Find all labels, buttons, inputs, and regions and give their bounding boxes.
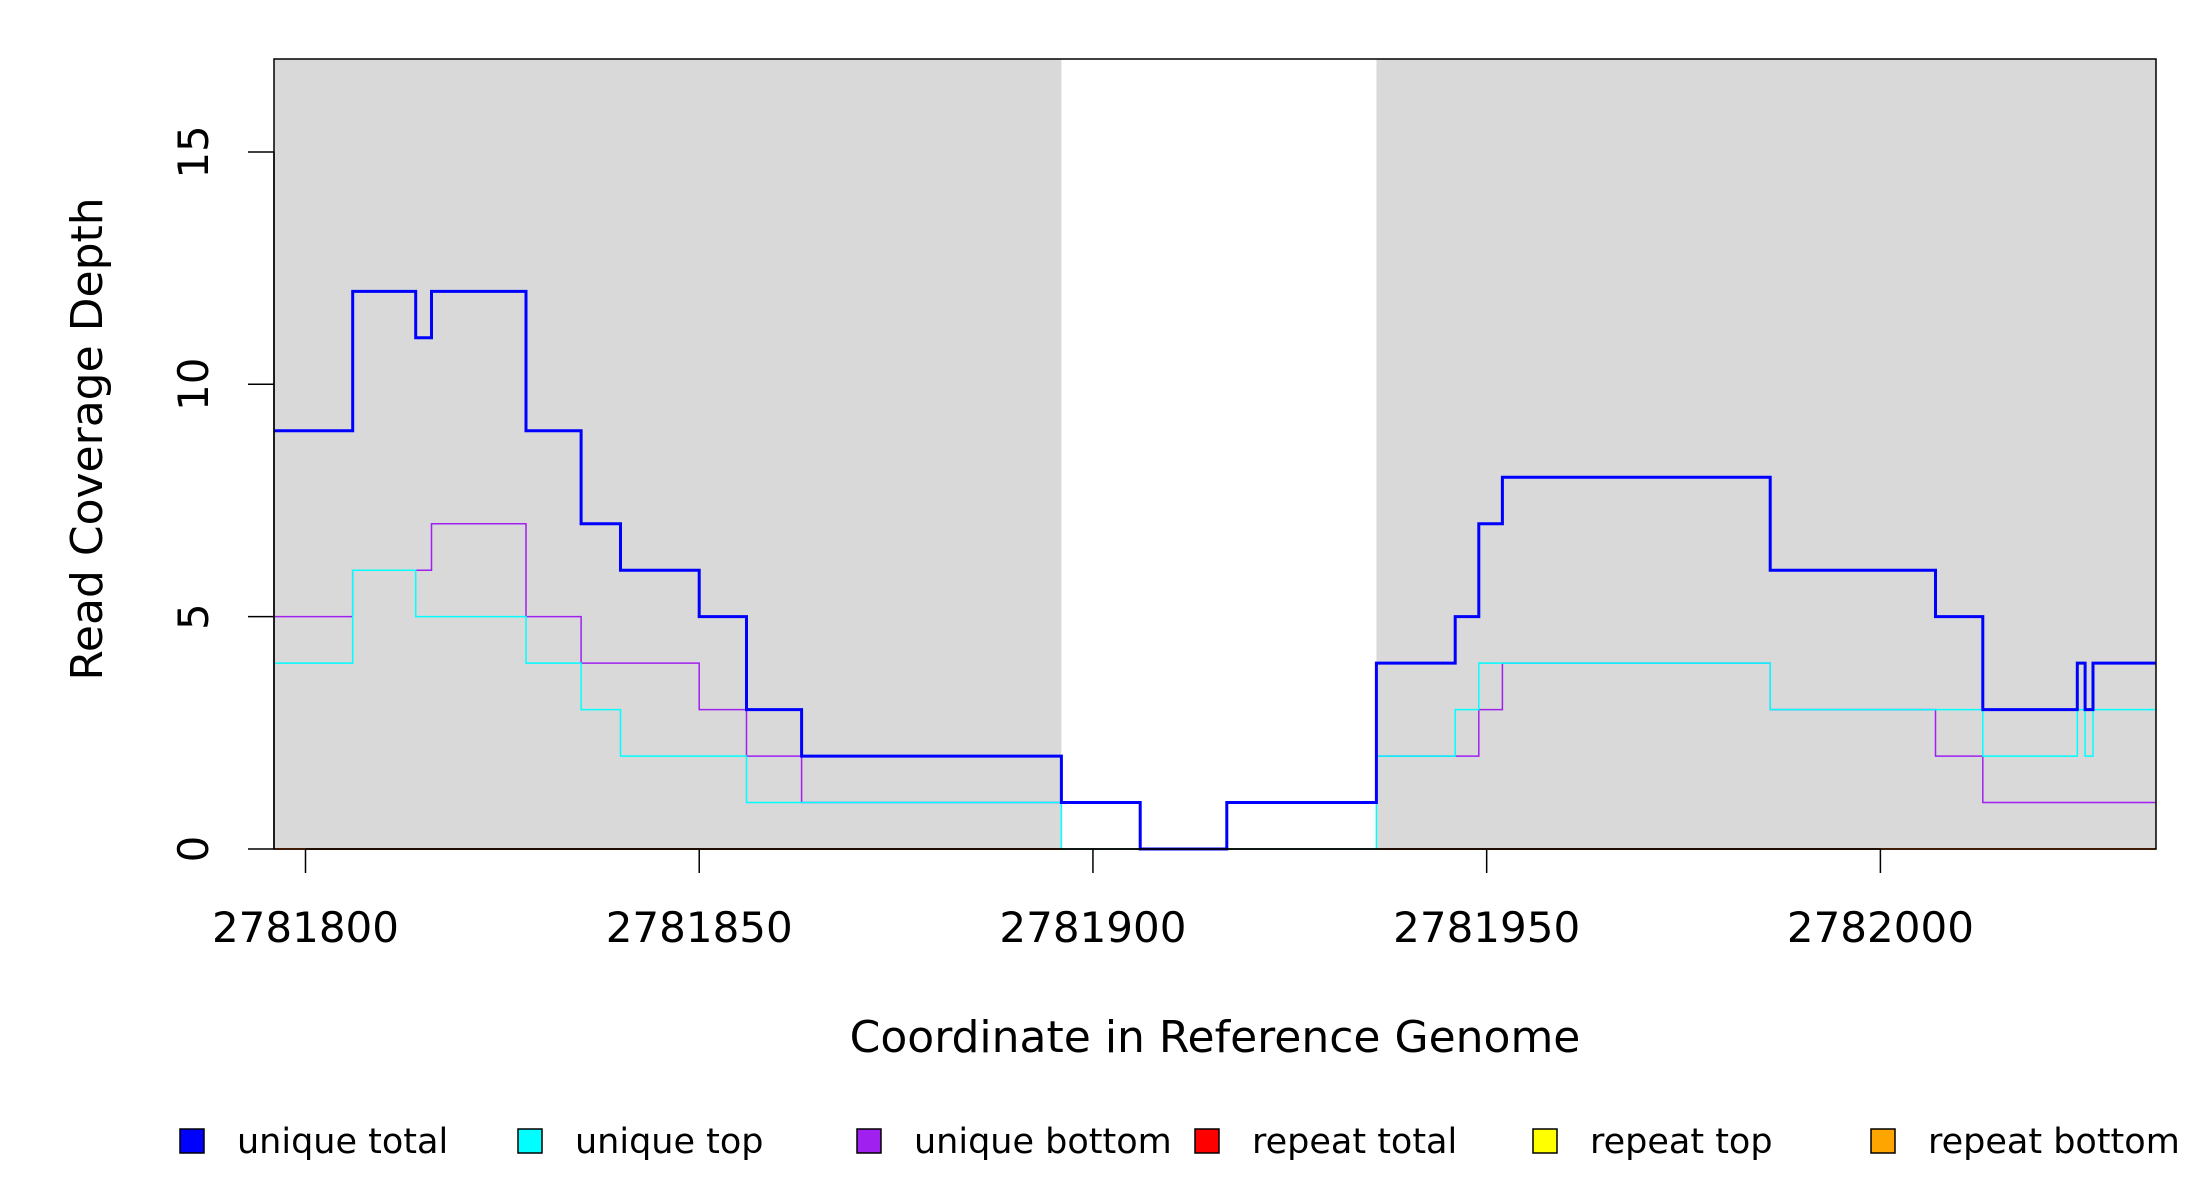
shaded-region-1 — [274, 59, 1062, 849]
legend-label-repeat-top: repeat top — [1590, 1122, 1773, 1162]
legend-swatch-repeat-total — [1194, 1128, 1220, 1154]
shaded-regions — [274, 59, 2156, 849]
y-tick-label: 10 — [169, 358, 218, 411]
y-tick-label: 0 — [169, 836, 218, 863]
legend-label-unique-bottom: unique bottom — [914, 1122, 1172, 1162]
shaded-region-2 — [1376, 59, 2156, 849]
legend-swatch-unique-bottom — [856, 1128, 882, 1154]
legend-swatch-unique-total — [179, 1128, 205, 1154]
y-tick-label: 15 — [169, 125, 218, 178]
x-tick-label: 2781800 — [212, 903, 399, 952]
legend-swatch-repeat-bottom — [1870, 1128, 1896, 1154]
y-axis: 0 5 10 15 — [169, 125, 275, 863]
y-tick-label: 5 — [169, 603, 218, 630]
x-tick-label: 2781850 — [606, 903, 793, 952]
legend: unique total unique top unique bottom repea… — [179, 1122, 2180, 1162]
legend-label-repeat-total: repeat total — [1252, 1122, 1457, 1162]
x-tick-label: 2782000 — [1787, 903, 1974, 952]
x-axis: 2781800 2781850 2781900 2781950 2782000 — [212, 848, 1974, 952]
legend-label-repeat-bottom: repeat bottom — [1928, 1122, 2180, 1162]
x-tick-label: 2781950 — [1393, 903, 1580, 952]
y-axis-title: Read Coverage Depth — [62, 197, 113, 680]
legend-swatch-unique-top — [517, 1128, 543, 1154]
legend-swatch-repeat-top — [1532, 1128, 1558, 1154]
legend-label-unique-total: unique total — [237, 1122, 448, 1162]
x-axis-title: Coordinate in Reference Genome — [850, 1012, 1581, 1063]
legend-label-unique-top: unique top — [575, 1122, 764, 1162]
x-tick-label: 2781900 — [999, 903, 1186, 952]
